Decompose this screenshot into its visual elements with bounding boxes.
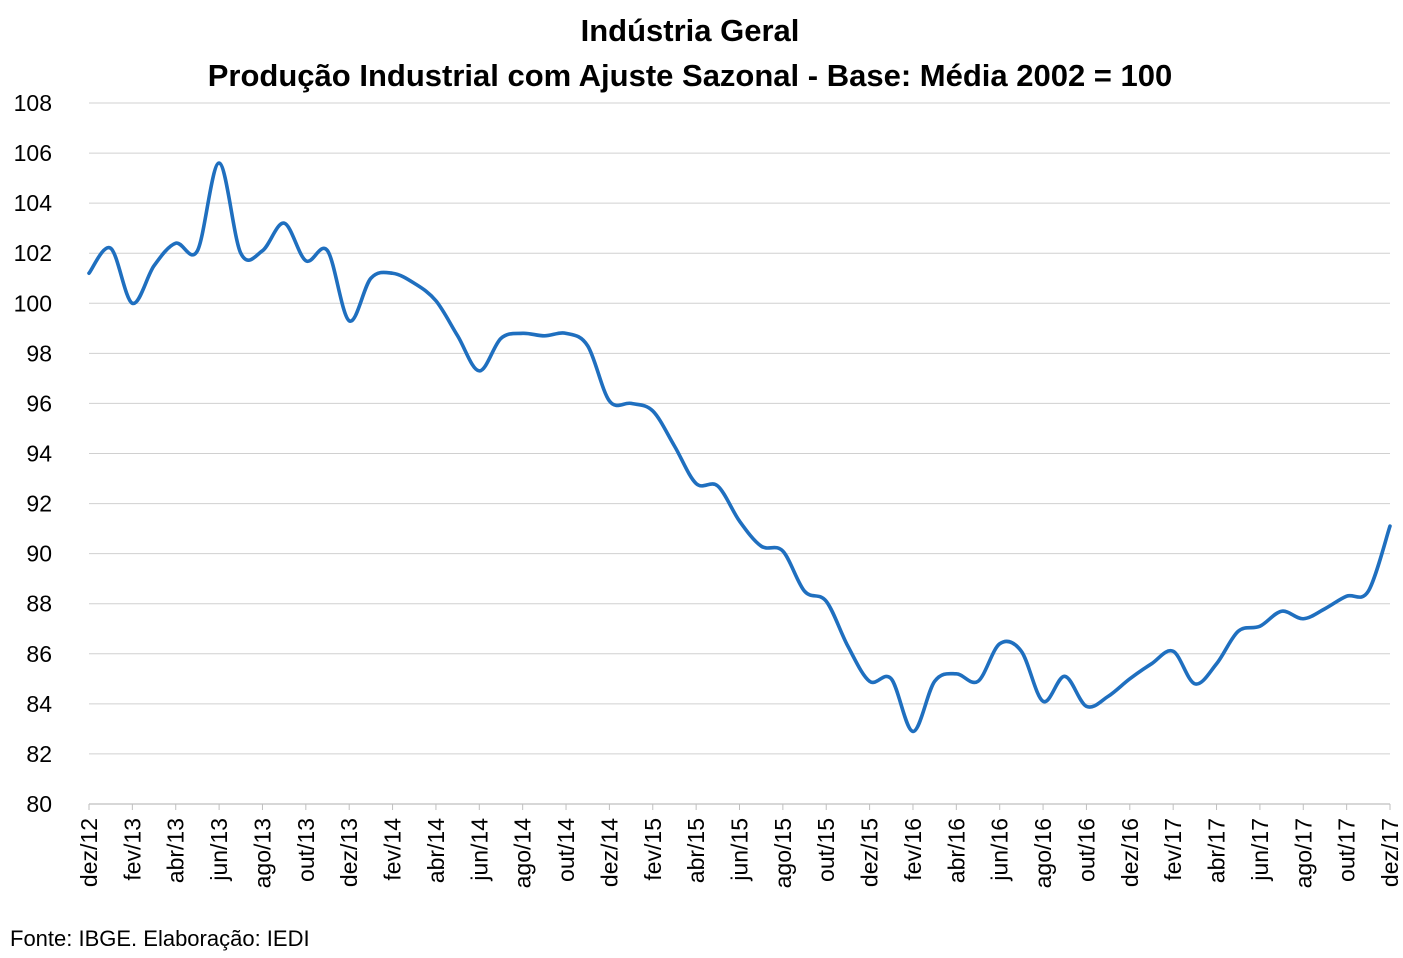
x-tick-label: dez/17 bbox=[1377, 818, 1403, 887]
x-tick-label: dez/15 bbox=[857, 818, 883, 887]
y-tick-label: 82 bbox=[26, 741, 52, 767]
x-tick-label: abr/13 bbox=[163, 818, 189, 883]
y-tick-label: 100 bbox=[14, 290, 52, 316]
y-tick-label: 106 bbox=[14, 140, 52, 166]
x-tick-label: jun/13 bbox=[206, 818, 232, 882]
x-tick-label: fev/15 bbox=[640, 818, 666, 881]
x-tick-label: abr/14 bbox=[423, 818, 449, 883]
y-tick-label: 104 bbox=[14, 190, 53, 216]
y-tick-label: 94 bbox=[26, 441, 52, 467]
y-tick-label: 102 bbox=[14, 240, 52, 266]
x-tick-label: fev/17 bbox=[1160, 818, 1186, 881]
x-tick-label: jun/17 bbox=[1247, 818, 1273, 882]
x-tick-label: out/14 bbox=[553, 818, 579, 882]
y-tick-label: 80 bbox=[26, 791, 52, 817]
y-tick-label: 92 bbox=[26, 491, 52, 517]
y-tick-label: 108 bbox=[14, 90, 52, 116]
x-tick-label: out/13 bbox=[293, 818, 319, 882]
y-tick-label: 98 bbox=[26, 340, 52, 366]
x-tick-label: ago/15 bbox=[770, 818, 796, 888]
x-tick-label: abr/16 bbox=[943, 818, 969, 883]
x-tick-label: out/16 bbox=[1073, 818, 1099, 882]
x-tick-label: jun/15 bbox=[727, 818, 753, 882]
x-tick-label: dez/13 bbox=[336, 818, 362, 887]
y-tick-label: 86 bbox=[26, 641, 52, 667]
x-tick-label: dez/16 bbox=[1117, 818, 1143, 887]
x-tick-label: dez/12 bbox=[76, 818, 102, 887]
x-tick-label: abr/17 bbox=[1204, 818, 1230, 883]
source-note: Fonte: IBGE. Elaboração: IEDI bbox=[10, 926, 310, 951]
x-tick-label: dez/14 bbox=[596, 818, 622, 887]
x-tick-label: jun/14 bbox=[466, 818, 492, 882]
x-tick-label: fev/13 bbox=[119, 818, 145, 881]
y-tick-label: 90 bbox=[26, 541, 52, 567]
x-tick-label: out/15 bbox=[813, 818, 839, 882]
y-tick-label: 96 bbox=[26, 390, 52, 416]
y-tick-label: 84 bbox=[26, 691, 52, 717]
chart-subtitle: Produção Industrial com Ajuste Sazonal -… bbox=[207, 58, 1173, 93]
x-tick-label: fev/14 bbox=[380, 818, 406, 881]
x-tick-label: ago/14 bbox=[510, 818, 536, 889]
chart-title: Indústria Geral bbox=[580, 13, 800, 48]
x-tick-label: out/17 bbox=[1334, 818, 1360, 882]
y-tick-label: 88 bbox=[26, 591, 52, 617]
x-tick-label: ago/16 bbox=[1030, 818, 1056, 888]
x-tick-label: fev/16 bbox=[900, 818, 926, 881]
x-tick-label: jun/16 bbox=[987, 818, 1013, 882]
x-tick-label: abr/15 bbox=[683, 818, 709, 883]
x-tick-label: ago/13 bbox=[249, 818, 275, 888]
x-tick-label: ago/17 bbox=[1290, 818, 1316, 888]
series-line bbox=[87, 161, 1392, 734]
